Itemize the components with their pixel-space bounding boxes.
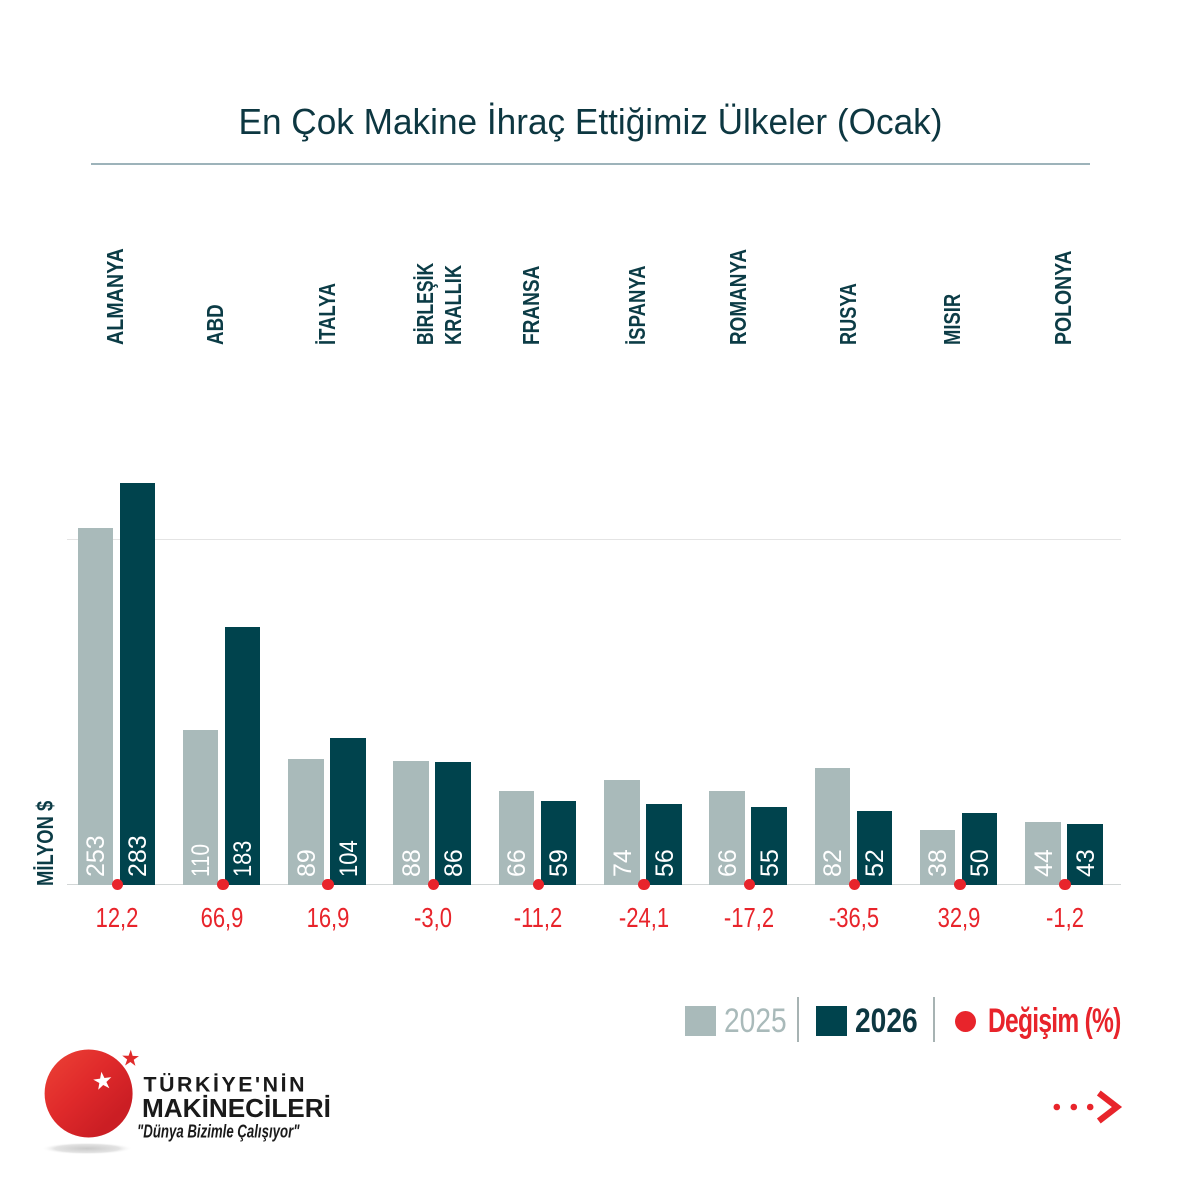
- svg-text:TÜRKİYE'NİN: TÜRKİYE'NİN: [144, 1072, 305, 1097]
- svg-text:"Dünya Bizimle Çalışıyor": "Dünya Bizimle Çalışıyor": [137, 1121, 300, 1141]
- svg-text:MAKİNECİLERİ: MAKİNECİLERİ: [142, 1093, 331, 1123]
